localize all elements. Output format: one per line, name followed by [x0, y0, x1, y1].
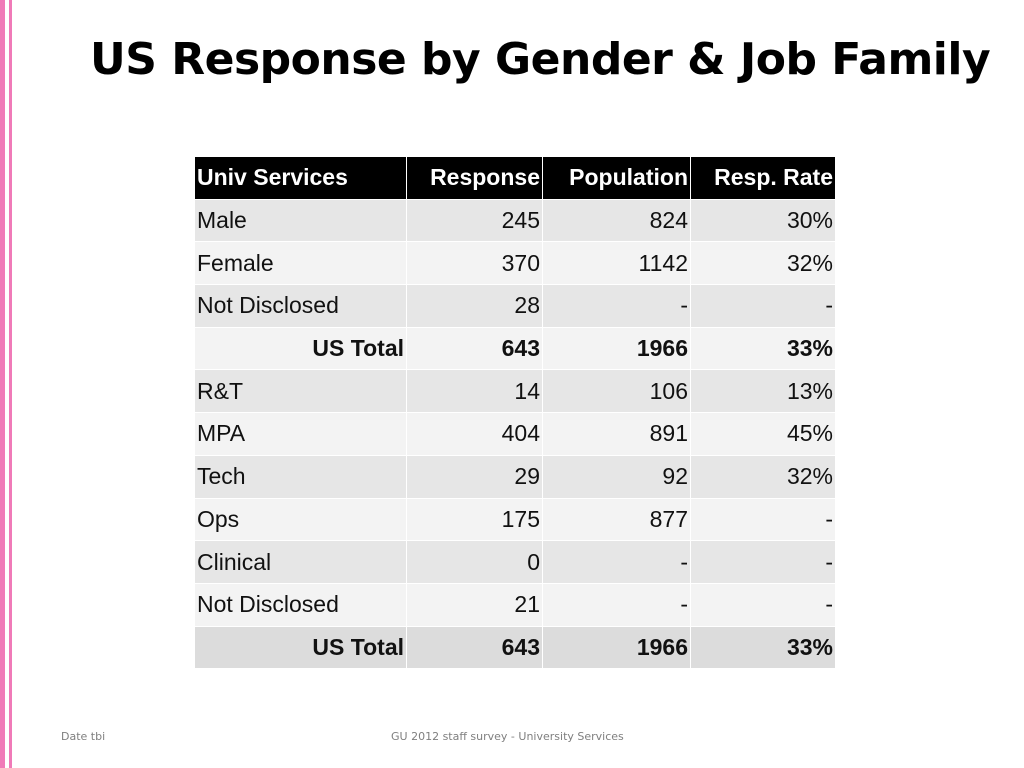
population-cell: 1142: [542, 241, 691, 286]
response-cell: 643: [406, 625, 543, 670]
response-cell: 643: [406, 326, 543, 371]
subtotal-row: US Total 643 1966 33%: [194, 326, 836, 371]
rate-cell: 33%: [690, 326, 836, 371]
rate-cell: -: [690, 284, 836, 328]
table-row: Ops 175 877 -: [194, 497, 836, 542]
row-label: R&T: [194, 369, 407, 414]
response-cell: 245: [406, 198, 543, 243]
row-label: US Total: [194, 326, 407, 371]
table-row: Not Disclosed 28 - -: [194, 284, 836, 328]
population-cell: 891: [542, 412, 691, 456]
header-univ-services: Univ Services: [194, 156, 407, 200]
footer-date: Date tbi: [61, 730, 106, 743]
rate-cell: -: [690, 497, 836, 542]
row-label: Not Disclosed: [194, 284, 407, 328]
population-cell: -: [542, 284, 691, 328]
population-cell: -: [542, 582, 691, 627]
population-cell: 877: [542, 497, 691, 542]
row-label: Clinical: [194, 540, 407, 584]
rate-cell: 32%: [690, 454, 836, 499]
row-label: Tech: [194, 454, 407, 499]
table-row: Not Disclosed 21 - -: [194, 582, 836, 627]
response-cell: 21: [406, 582, 543, 627]
footer-survey-label: GU 2012 staff survey - University Servic…: [391, 730, 624, 743]
table-row: Clinical 0 - -: [194, 540, 836, 584]
rate-cell: 13%: [690, 369, 836, 414]
response-table: Univ Services Response Population Resp. …: [194, 156, 836, 670]
population-cell: -: [542, 540, 691, 584]
left-accent-bar-thin: [9, 0, 12, 768]
rate-cell: 33%: [690, 625, 836, 670]
population-cell: 106: [542, 369, 691, 414]
rate-cell: 45%: [690, 412, 836, 456]
row-label: MPA: [194, 412, 407, 456]
row-label: Male: [194, 198, 407, 243]
row-label: Ops: [194, 497, 407, 542]
rate-cell: -: [690, 582, 836, 627]
population-cell: 92: [542, 454, 691, 499]
response-cell: 28: [406, 284, 543, 328]
table-row: MPA 404 891 45%: [194, 412, 836, 456]
slide-title: US Response by Gender & Job Family: [90, 34, 991, 85]
header-response: Response: [406, 156, 543, 200]
response-cell: 29: [406, 454, 543, 499]
total-row: US Total 643 1966 33%: [194, 625, 836, 670]
row-label: US Total: [194, 625, 407, 670]
population-cell: 824: [542, 198, 691, 243]
rate-cell: 32%: [690, 241, 836, 286]
response-cell: 0: [406, 540, 543, 584]
response-cell: 175: [406, 497, 543, 542]
header-resp-rate: Resp. Rate: [690, 156, 836, 200]
table-row: R&T 14 106 13%: [194, 369, 836, 414]
population-cell: 1966: [542, 625, 691, 670]
rate-cell: -: [690, 540, 836, 584]
left-accent-bar: [0, 0, 5, 768]
response-cell: 370: [406, 241, 543, 286]
population-cell: 1966: [542, 326, 691, 371]
row-label: Not Disclosed: [194, 582, 407, 627]
response-cell: 404: [406, 412, 543, 456]
table-header-row: Univ Services Response Population Resp. …: [194, 156, 836, 200]
row-label: Female: [194, 241, 407, 286]
table-row: Tech 29 92 32%: [194, 454, 836, 499]
table-row: Male 245 824 30%: [194, 198, 836, 243]
rate-cell: 30%: [690, 198, 836, 243]
response-cell: 14: [406, 369, 543, 414]
header-population: Population: [542, 156, 691, 200]
table-row: Female 370 1142 32%: [194, 241, 836, 286]
